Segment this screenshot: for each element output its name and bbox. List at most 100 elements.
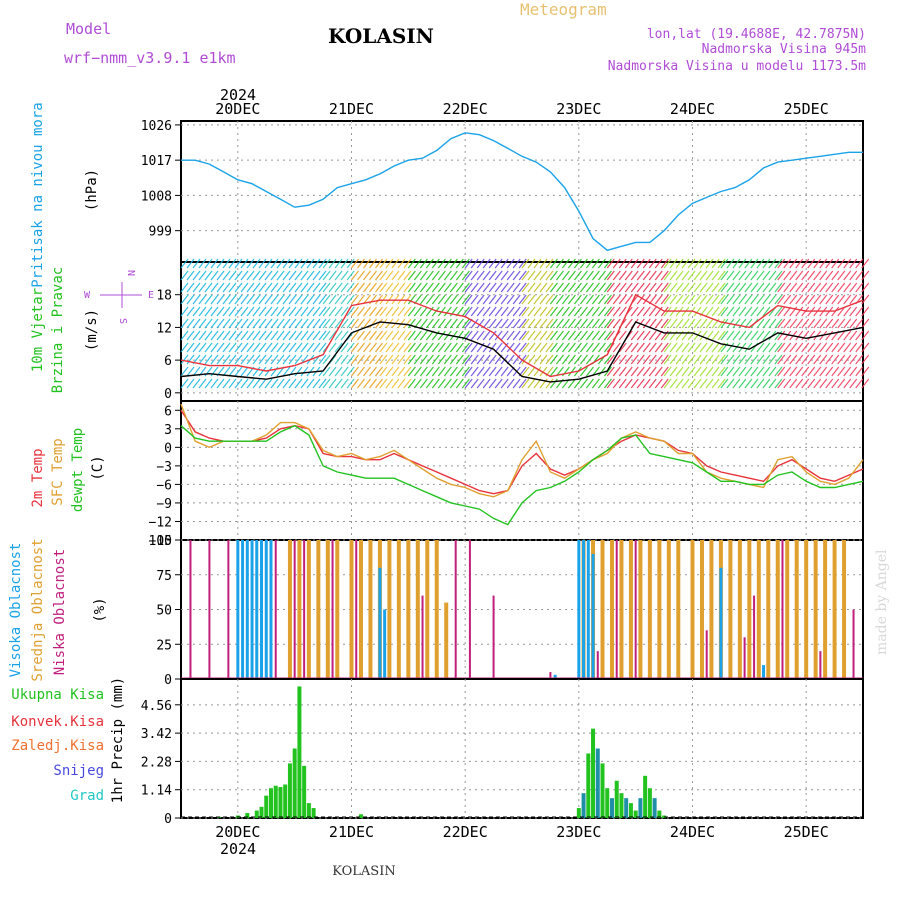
wind-barb — [419, 330, 428, 341]
legend-entry: Ukupna Kisa — [11, 687, 104, 703]
wind-barb — [240, 282, 249, 293]
wind-barb — [246, 318, 255, 329]
wind-barb — [461, 294, 470, 305]
wind-barb — [385, 378, 394, 389]
wind-barb — [861, 294, 870, 305]
wind-barb — [618, 294, 627, 305]
wind-barb — [801, 330, 810, 341]
wind-barb — [825, 366, 834, 377]
low-cloud-bar — [615, 540, 618, 679]
wind-barb — [539, 270, 548, 281]
wind-barb — [425, 282, 434, 293]
wind-barb — [744, 258, 753, 269]
mid-cloud-bar — [766, 540, 771, 679]
wind-barb — [464, 294, 473, 305]
wind-barb — [482, 366, 491, 377]
wind-barb — [849, 282, 858, 293]
wind-barb — [612, 306, 621, 317]
wind-barb — [186, 270, 195, 281]
wind-compass: N W E S — [84, 270, 154, 324]
wind-barb — [669, 258, 678, 269]
wind-barb — [539, 318, 548, 329]
mid-cloud-bar — [425, 540, 430, 679]
wind-barb — [807, 378, 816, 389]
wind-barb — [533, 294, 542, 305]
wind-barb — [282, 330, 291, 341]
wind-barb — [744, 282, 753, 293]
wind-barb — [693, 354, 702, 365]
wind-barb — [488, 306, 497, 317]
wind-barb — [573, 306, 582, 317]
wind-barb — [455, 378, 464, 389]
wind-barb — [476, 378, 485, 389]
wind-barb — [397, 330, 406, 341]
wind-barb — [300, 378, 309, 389]
wind-barb — [669, 378, 678, 389]
wind-barb — [334, 378, 343, 389]
y-tick-label: 12 — [156, 321, 172, 336]
wind-barb — [180, 306, 189, 317]
precip-bar — [628, 803, 633, 818]
wind-barb — [234, 354, 243, 365]
wind-barb — [204, 294, 213, 305]
wind-barb — [455, 330, 464, 341]
precip-bar — [245, 813, 250, 818]
wind-barb — [843, 342, 852, 353]
mid-cloud-bar — [349, 540, 354, 679]
wind-barb — [527, 330, 536, 341]
wind-barb — [527, 282, 536, 293]
wind-barb — [768, 354, 777, 365]
wind-barb — [369, 378, 377, 389]
wind-barb — [579, 342, 588, 353]
wind-barb — [654, 366, 663, 377]
wind-barb — [413, 270, 422, 281]
legend-entry: Konvek.Kisa — [11, 714, 104, 730]
wind-barb — [579, 366, 588, 377]
mid-cloud-bar — [709, 540, 714, 679]
wind-barb — [630, 366, 639, 377]
wind-barb — [216, 258, 225, 269]
wind-barb — [407, 318, 416, 329]
wind-barb — [385, 330, 394, 341]
wind-barb — [425, 258, 434, 269]
mid-cloud-bar — [325, 540, 330, 679]
wind-barb — [357, 330, 365, 341]
wind-barb — [843, 330, 852, 341]
wind-barb — [555, 270, 564, 281]
wind-barb — [801, 294, 810, 305]
wind-barb — [322, 354, 331, 365]
wind-barb — [276, 294, 285, 305]
wind-barb — [717, 330, 726, 341]
wind-barb — [363, 282, 371, 293]
wind-barb — [591, 294, 600, 305]
wind-barb — [726, 306, 735, 317]
wind-barb — [407, 342, 416, 353]
wind-barb — [618, 330, 627, 341]
wind-barb — [180, 378, 189, 389]
wind-barb — [549, 378, 558, 389]
wind-barb — [270, 294, 279, 305]
wind-barb — [403, 378, 412, 389]
precip-bar — [306, 803, 311, 818]
wind-barb — [397, 270, 406, 281]
wind-barb — [567, 366, 576, 377]
wind-barb — [500, 330, 509, 341]
low-cloud-bar — [549, 672, 552, 679]
wind-barb — [391, 270, 400, 281]
wind-barb — [762, 294, 771, 305]
precip-legend: Ukupna Kisa Konvek.Kisa Zaledj.Kisa Snijeg G… — [11, 687, 104, 804]
wind-barb — [738, 306, 747, 317]
wind-barb — [849, 330, 858, 341]
wind-barb — [726, 378, 735, 389]
wind-barb — [334, 258, 343, 269]
y-tick-label: 0 — [164, 812, 172, 827]
mid-cloud-bar — [619, 540, 624, 679]
wind-barb — [216, 342, 225, 353]
wind-barb — [346, 366, 355, 377]
wind-barb — [228, 282, 237, 293]
wind-barb — [375, 366, 383, 377]
wind-barb — [762, 342, 771, 353]
wind-barb — [849, 294, 858, 305]
wind-barb — [222, 270, 231, 281]
mid-cloud-bar — [306, 540, 311, 679]
